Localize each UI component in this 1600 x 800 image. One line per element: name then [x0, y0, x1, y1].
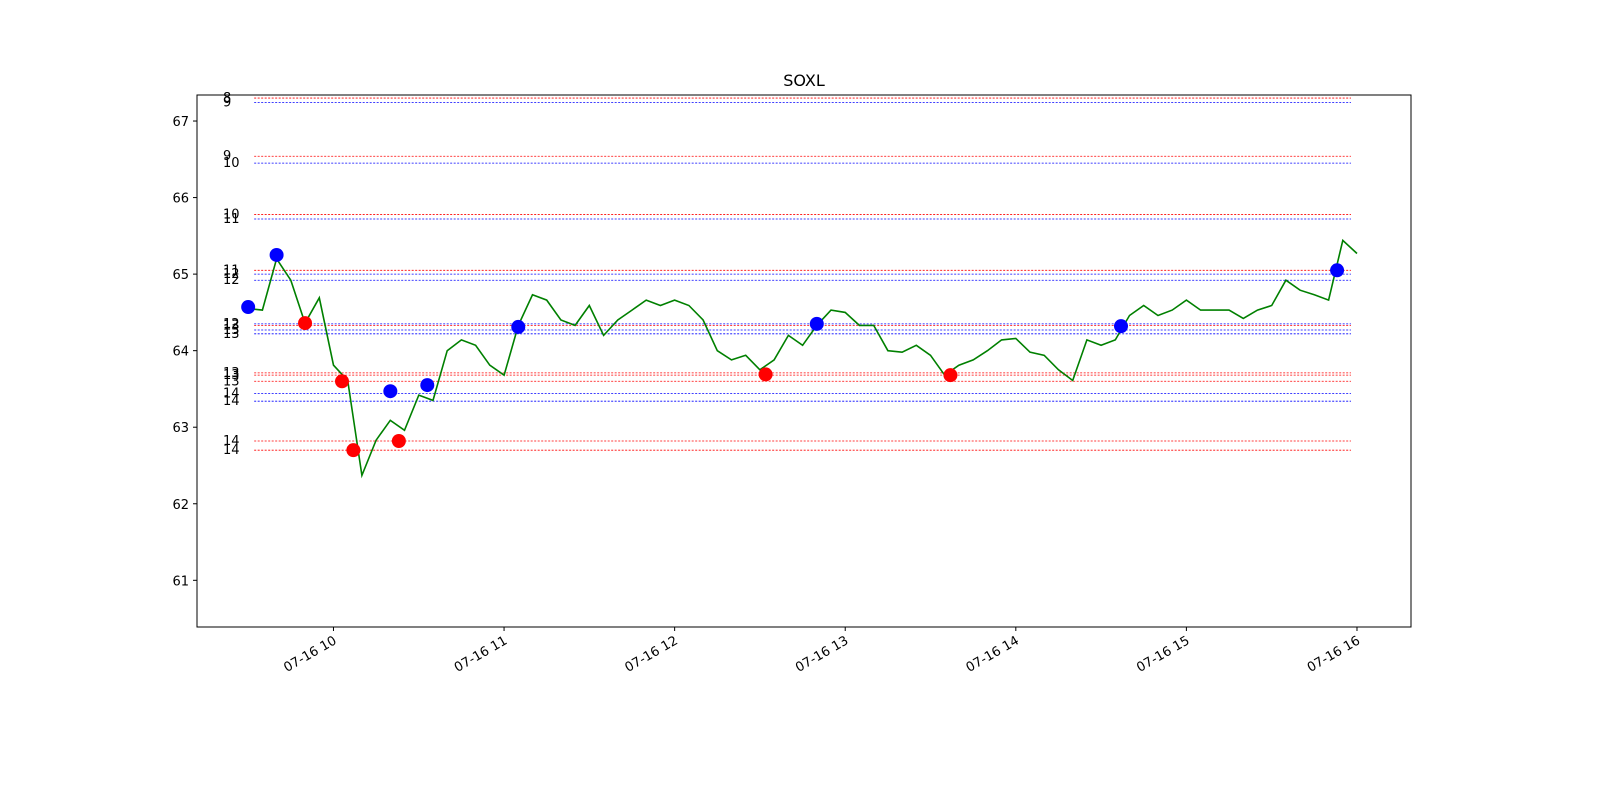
level-label: 13 — [223, 374, 240, 389]
signal-point — [269, 247, 284, 262]
level-label: 10 — [223, 207, 240, 222]
level-label: 13 — [223, 323, 240, 338]
level-label: 9 — [223, 96, 231, 111]
level-label: 10 — [223, 156, 240, 171]
level-label: 9 — [223, 149, 231, 164]
signal-point — [1330, 263, 1345, 278]
level-label: 11 — [223, 212, 240, 227]
x-tick-label: 07-16 10 — [281, 633, 339, 675]
y-tick-label: 67 — [172, 115, 189, 130]
signal-point — [511, 319, 526, 334]
y-tick-label: 66 — [172, 192, 189, 207]
level-label: 12 — [223, 273, 240, 288]
x-tick-label: 07-16 15 — [1134, 633, 1192, 675]
y-tick-label: 63 — [172, 421, 189, 436]
signal-point — [334, 374, 349, 389]
level-label: 12 — [223, 317, 240, 332]
level-label: 8 — [223, 91, 231, 106]
signal-point — [758, 367, 773, 382]
signal-point — [809, 316, 824, 331]
chart-title: SOXL — [783, 71, 825, 90]
y-tick-label: 62 — [172, 498, 189, 513]
x-tick-label: 07-16 14 — [964, 633, 1022, 675]
level-label: 12 — [223, 267, 240, 282]
y-tick-label: 61 — [172, 574, 189, 589]
level-label: 14 — [223, 387, 240, 402]
signal-point — [1114, 319, 1129, 334]
signal-point — [346, 443, 361, 458]
level-label: 14 — [223, 394, 240, 409]
level-label: 13 — [223, 368, 240, 383]
y-tick-label: 65 — [172, 268, 189, 283]
signal-point — [391, 433, 406, 448]
x-tick-label: 07-16 12 — [623, 633, 681, 675]
level-label: 14 — [223, 443, 240, 458]
x-tick-label: 07-16 11 — [452, 633, 510, 675]
signal-point — [943, 368, 958, 383]
price-line — [248, 238, 1358, 479]
level-label: 13 — [223, 327, 240, 342]
level-label: 11 — [223, 263, 240, 278]
y-tick-label: 64 — [172, 345, 189, 360]
x-tick-label: 07-16 13 — [793, 633, 851, 675]
level-label: 13 — [223, 366, 240, 381]
signal-point — [383, 384, 398, 399]
level-label: 14 — [223, 434, 240, 449]
signal-point — [241, 300, 256, 315]
x-tick-label: 07-16 16 — [1305, 633, 1363, 675]
signal-point — [420, 378, 435, 393]
level-label: 13 — [223, 318, 240, 333]
plot-frame — [196, 94, 1412, 628]
signal-point — [298, 316, 313, 331]
